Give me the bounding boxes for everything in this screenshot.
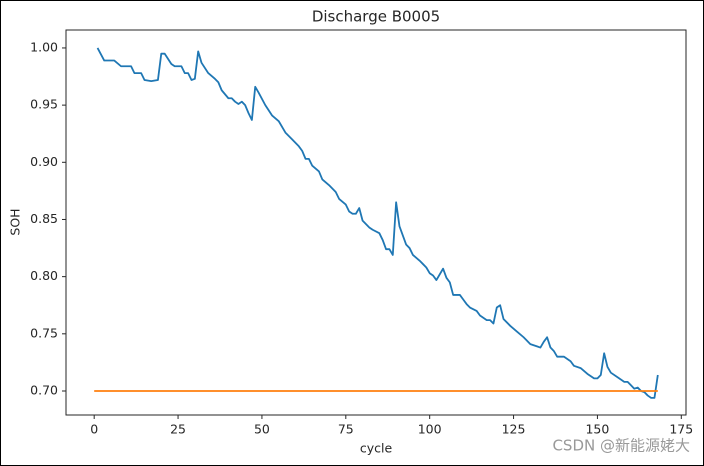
y-axis-label: SOH <box>8 208 23 235</box>
x-tick-label: 75 <box>338 422 354 437</box>
x-tick-label: 150 <box>585 422 609 437</box>
watermark: CSDN @新能源姥大 <box>552 437 690 455</box>
x-axis-label: cycle <box>360 441 393 456</box>
y-tick-label: 0.90 <box>30 154 58 169</box>
plot-frame <box>65 29 687 416</box>
x-tick-label: 0 <box>90 422 98 437</box>
chart-title: Discharge B0005 <box>312 8 440 26</box>
x-tick-label: 175 <box>669 422 693 437</box>
y-tick-label: 0.75 <box>30 325 58 340</box>
y-tick-label: 0.85 <box>30 211 58 226</box>
y-tick-label: 0.70 <box>30 382 58 397</box>
y-tick-label: 1.00 <box>30 39 58 54</box>
y-tick-label: 0.80 <box>30 268 58 283</box>
x-tick-label: 100 <box>418 422 442 437</box>
y-tick-label: 0.95 <box>30 97 58 112</box>
x-tick-label: 125 <box>502 422 526 437</box>
x-tick-label: 25 <box>170 422 186 437</box>
x-tick-label: 50 <box>254 422 270 437</box>
line-series <box>96 47 659 399</box>
